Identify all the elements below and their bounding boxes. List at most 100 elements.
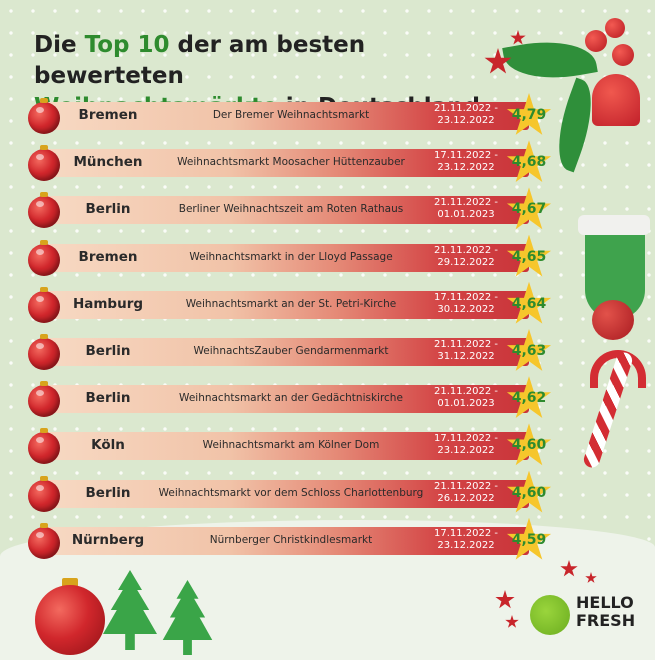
- ornament-icon: [28, 239, 60, 276]
- ornament-icon: [28, 145, 60, 182]
- ranking-bar: [46, 432, 529, 461]
- logo-line2: FRESH: [576, 611, 636, 630]
- date-end: 23.12.2022: [437, 162, 495, 174]
- date-range: 17.11.2022 -23.12.2022: [426, 528, 506, 552]
- date-end: 01.01.2023: [437, 398, 495, 410]
- date-range: 21.11.2022 -01.01.2023: [426, 386, 506, 410]
- date-start: 21.11.2022 -: [433, 103, 499, 114]
- list-item: Köln Weihnachtsmarkt am Kölner Dom 17.11.2…: [28, 423, 553, 468]
- rating-value: 4,65: [511, 248, 547, 265]
- ranking-bar: [46, 102, 529, 130]
- list-item: Berlin Berliner Weihnachtszeit am Roten R…: [28, 187, 553, 232]
- date-end: 30.12.2022: [437, 303, 495, 315]
- hellofresh-lime-icon: [530, 595, 570, 635]
- market-name: Weihnachtsmarkt am Kölner Dom: [202, 439, 380, 452]
- date-start: 17.11.2022 -: [433, 291, 499, 303]
- market-name: Berliner Weihnachtszeit am Roten Rathaus: [178, 203, 404, 216]
- ranking-bar: [46, 196, 529, 225]
- date-range: 21.11.2022 -31.12.2022: [426, 339, 506, 363]
- date-range: 17.11.2022 -23.12.2022: [426, 433, 506, 457]
- date-end: 31.12.2022: [437, 351, 495, 362]
- date-start: 21.11.2022 -: [433, 480, 499, 492]
- list-item: München Weihnachtsmarkt Moosacher Hüttenz…: [28, 140, 553, 185]
- date-start: 17.11.2022 -: [433, 150, 499, 162]
- date-start: 17.11.2022 -: [433, 433, 499, 445]
- date-start: 17.11.2022 -: [433, 527, 499, 539]
- date-end: 01.01.2023: [437, 209, 495, 221]
- date-start: 21.11.2022 -: [433, 339, 499, 350]
- hellofresh-logo: HELLO FRESH: [576, 594, 651, 630]
- city-label: Bremen: [78, 248, 138, 265]
- market-name: Weihnachtsmarkt vor dem Schloss Charlott…: [158, 486, 424, 499]
- ornament-icon: [28, 334, 60, 370]
- rating-value: 4,79: [511, 107, 547, 123]
- rating-value: 4,67: [511, 201, 547, 218]
- city-label: Nürnberg: [71, 531, 145, 548]
- market-name: Weihnachtsmarkt an der Gedächtniskirche: [179, 392, 403, 405]
- ornament-icon: [28, 428, 60, 465]
- list-item: Bremen Der Bremer Weihnachtsmarkt 21.11.20…: [28, 93, 553, 138]
- ornament-icon: [28, 98, 60, 134]
- city-label: Berlin: [85, 390, 131, 407]
- ranking-bar: [46, 149, 529, 178]
- ranking-bar: [46, 338, 529, 366]
- date-end: 29.12.2022: [437, 256, 495, 268]
- market-name: Nürnberger Christkindlesmarkt: [209, 533, 373, 546]
- date-range: 17.11.2022 -30.12.2022: [426, 292, 506, 316]
- city-label: Bremen: [78, 107, 138, 123]
- ornament-cap: [62, 578, 78, 588]
- date-range: 17.11.2022 -23.12.2022: [426, 150, 506, 174]
- berry-icon: [585, 30, 607, 52]
- city-label: Berlin: [85, 484, 131, 501]
- ornament-icon: [28, 286, 60, 323]
- date-start: 21.11.2022 -: [433, 197, 499, 209]
- rating-value: 4,59: [511, 531, 547, 548]
- rating-value: 4,60: [511, 437, 547, 454]
- ornament-icon: [28, 192, 60, 229]
- city-label: Berlin: [85, 201, 131, 218]
- list-item: Hamburg Weihnachtsmarkt an der St. Petri-…: [28, 281, 553, 327]
- market-name: Der Bremer Weihnachtsmarkt: [212, 109, 370, 121]
- market-name: Weihnachtsmarkt Moosacher Hüttenzauber: [177, 156, 405, 169]
- ornament-icon: [28, 475, 60, 512]
- berry-icon: [612, 44, 634, 66]
- date-end: 26.12.2022: [437, 492, 495, 504]
- list-item: Nürnberg Nürnberger Christkindlesmarkt 17.…: [28, 517, 553, 563]
- bell-icon: [592, 74, 640, 126]
- list-item: Bremen Weihnachtsmarkt in der Lloyd Passa…: [28, 234, 553, 280]
- stocking-cuff: [578, 215, 650, 235]
- rating-value: 4,62: [511, 390, 547, 407]
- ranking-bar: [46, 526, 529, 555]
- rating-value: 4,68: [511, 154, 547, 171]
- stocking-toe: [592, 300, 634, 340]
- ornament-icon: [35, 585, 105, 655]
- logo-line1: HELLO: [576, 593, 634, 612]
- ranking-bar: [46, 479, 529, 508]
- market-name: Weihnachtsmarkt an der St. Petri-Kirche: [185, 297, 397, 310]
- ornament-icon: [28, 381, 60, 418]
- date-range: 21.11.2022 -01.01.2023: [426, 197, 506, 221]
- star-icon: [585, 572, 597, 583]
- date-range: 21.11.2022 -26.12.2022: [426, 481, 506, 505]
- date-end: 23.12.2022: [437, 445, 495, 457]
- ranking-bar: [46, 243, 529, 272]
- rating-value: 4,63: [511, 343, 547, 359]
- ranking-bar: [46, 290, 529, 319]
- city-label: München: [73, 154, 143, 171]
- market-name: Weihnachtsmarkt in der Lloyd Passage: [189, 250, 393, 263]
- title-text: Die: [34, 32, 85, 58]
- city-label: Köln: [91, 437, 125, 454]
- rating-value: 4,64: [511, 295, 547, 312]
- rating-value: 4,60: [511, 484, 547, 501]
- title-accent: Top 10: [84, 32, 170, 58]
- title-text: der am besten bewerteten: [34, 32, 366, 89]
- date-start: 21.11.2022 -: [433, 386, 499, 398]
- date-range: 21.11.2022 -29.12.2022: [426, 245, 506, 269]
- ornament-icon: [28, 522, 60, 559]
- city-label: Berlin: [85, 343, 131, 359]
- list-item: Berlin Weihnachtsmarkt an der Gedächtnisk…: [28, 376, 553, 421]
- date-range: 21.11.2022 -23.12.2022: [426, 103, 506, 127]
- date-start: 21.11.2022 -: [433, 244, 499, 256]
- date-end: 23.12.2022: [437, 115, 495, 126]
